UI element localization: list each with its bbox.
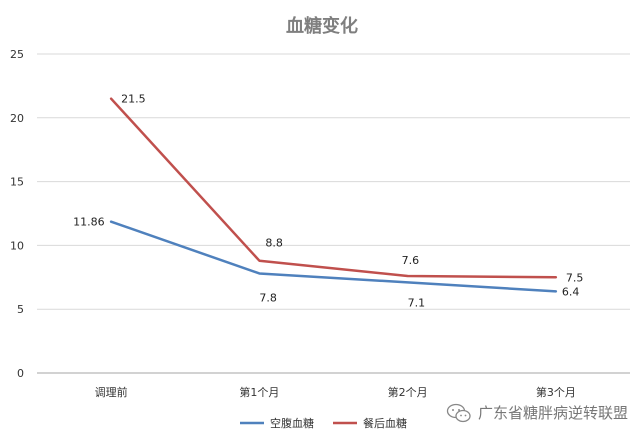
data-label: 7.1 xyxy=(408,296,426,309)
data-label: 6.4 xyxy=(562,285,580,298)
watermark: 广东省糖胖病逆转联盟 xyxy=(446,402,628,423)
data-label: 7.8 xyxy=(259,291,277,304)
legend-label: 餐后血糖 xyxy=(363,416,407,430)
x-tick-label: 第3个月 xyxy=(536,385,576,399)
x-tick-label: 调理前 xyxy=(95,385,128,399)
y-tick-label: 25 xyxy=(10,48,24,61)
data-label: 11.86 xyxy=(73,216,105,229)
watermark-text: 广东省糖胖病逆转联盟 xyxy=(477,404,628,422)
data-label: 7.6 xyxy=(402,254,420,267)
data-label: 7.5 xyxy=(566,271,584,284)
data-label: 21.5 xyxy=(121,93,146,106)
y-tick-label: 10 xyxy=(10,239,24,252)
x-tick-label: 第1个月 xyxy=(239,385,279,399)
data-label: 8.8 xyxy=(265,237,283,250)
legend-label: 空腹血糖 xyxy=(270,416,314,430)
series-line-1 xyxy=(109,220,558,293)
y-tick-label: 5 xyxy=(17,303,24,316)
wechat-icon xyxy=(446,403,471,422)
y-tick-label: 0 xyxy=(17,367,24,380)
series-line-2 xyxy=(109,97,558,279)
y-tick-label: 20 xyxy=(10,112,24,125)
x-tick-label: 第2个月 xyxy=(388,385,428,399)
y-tick-label: 15 xyxy=(10,176,24,189)
chart-title: 血糖变化 xyxy=(286,16,358,37)
